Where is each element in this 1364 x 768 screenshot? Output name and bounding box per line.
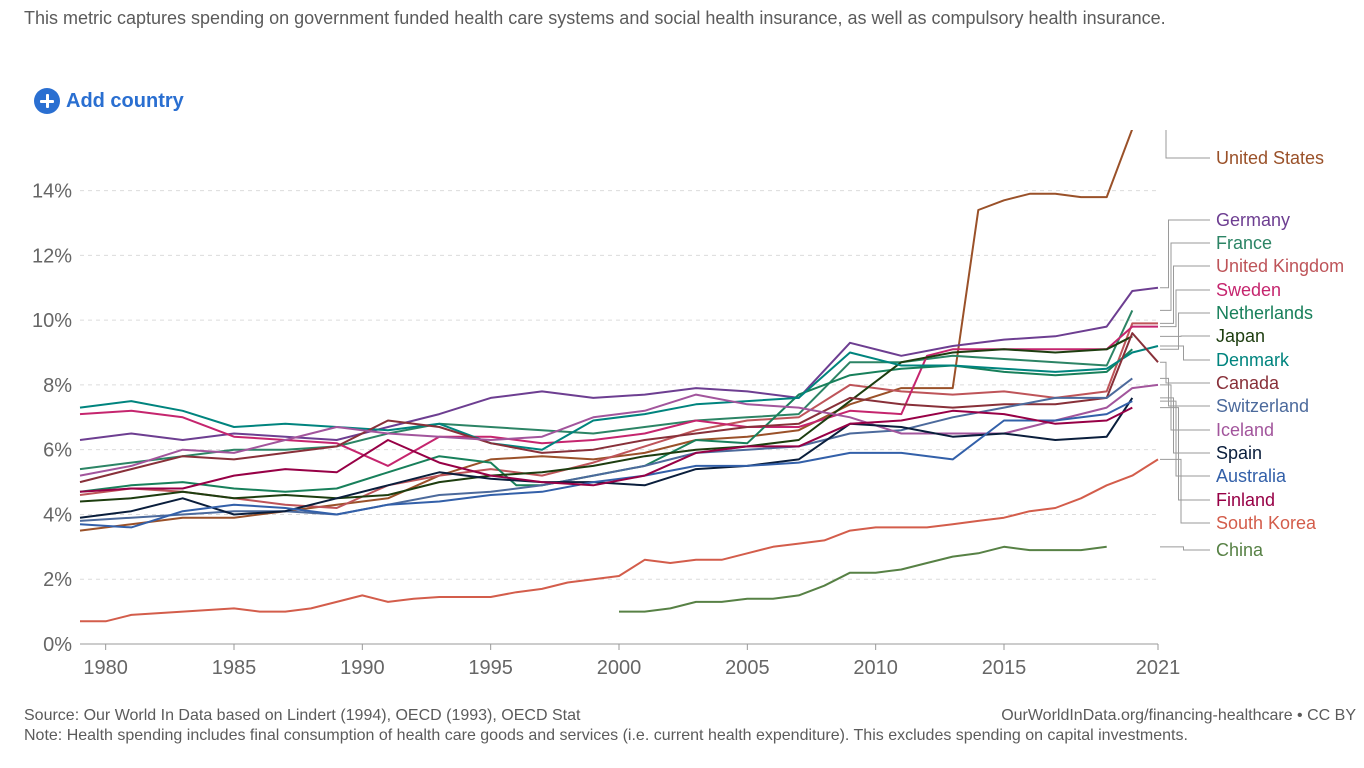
legend-label-switzerland: Switzerland (1216, 396, 1309, 416)
legend-leader-line (1160, 289, 1210, 328)
series-line-south-korea (80, 458, 1159, 623)
attribution-link[interactable]: OurWorldInData.org/financing-healthcare … (1001, 707, 1356, 724)
x-tick-label: 1980 (83, 657, 128, 679)
legend-label-france: France (1216, 233, 1272, 253)
legend-label-japan: Japan (1216, 326, 1265, 346)
legend-leader-line (1160, 400, 1210, 477)
y-tick-label: 6% (43, 440, 72, 462)
chart-subtitle: This metric captures spending on governm… (24, 8, 1166, 28)
y-tick-label: 0% (43, 634, 72, 656)
add-country-label: Add country (66, 89, 184, 112)
legend-label-iceland: Iceland (1216, 420, 1274, 440)
legend-leader-line (1160, 397, 1210, 454)
y-tick-label: 4% (43, 504, 72, 526)
source-text: Source: Our World In Data based on Linde… (24, 707, 581, 724)
footnote: Note: Health spending includes final con… (24, 727, 1188, 744)
legend-leader-line (1160, 377, 1210, 407)
legend-label-australia: Australia (1216, 466, 1287, 486)
series-line-japan (79, 335, 1133, 503)
legend-label-sweden: Sweden (1216, 280, 1281, 300)
series-line-canada (79, 332, 1159, 484)
legend: United States Germany France United Kingdom… (1160, 130, 1344, 560)
x-tick-label: 2015 (982, 657, 1027, 679)
legend-leader-line (1160, 312, 1210, 350)
series-line-china (619, 545, 1107, 613)
legend-leader-line (1160, 361, 1210, 384)
gridlines (80, 190, 1158, 580)
axes: 0% 2% 4% 6% 8% 10% 12% 14% 1980 1985 1990 1995 2000 2… (32, 181, 1180, 679)
series-line-denmark (79, 345, 1159, 451)
x-tick-label: 2021 (1136, 657, 1181, 679)
legend-leader-line (1160, 242, 1210, 311)
series-line-united-kingdom (79, 322, 1158, 509)
legend-label-united-states: United States (1216, 148, 1324, 168)
legend-leader-line (1160, 219, 1210, 289)
y-tick-label: 8% (43, 375, 72, 397)
series-line-spain (79, 397, 1134, 519)
legend-label-netherlands: Netherlands (1216, 303, 1313, 323)
series-line-australia (79, 400, 1133, 529)
legend-leader-line (1160, 345, 1210, 361)
legend-leader-line (1160, 407, 1210, 501)
x-tick-label: 2010 (853, 657, 898, 679)
y-tick-label: 14% (32, 181, 72, 203)
x-tick-label: 1985 (212, 657, 257, 679)
x-tick-label: 2005 (725, 657, 770, 679)
series-line-france (79, 309, 1134, 471)
series-line-united-states (79, 130, 1133, 532)
legend-leader-line (1165, 130, 1210, 159)
y-tick-label: 12% (32, 245, 72, 267)
legend-label-denmark: Denmark (1216, 350, 1290, 370)
legend-label-south-korea: South Korea (1216, 513, 1317, 533)
legend-leader-line (1160, 265, 1210, 324)
plus-circle-icon (34, 88, 60, 114)
series-line-iceland (79, 383, 1159, 477)
x-tick-label: 1990 (340, 657, 385, 679)
legend-label-finland: Finland (1216, 490, 1275, 510)
x-tick-label: 1995 (468, 657, 513, 679)
series-line-finland (79, 406, 1133, 493)
y-tick-label: 10% (32, 310, 72, 332)
series-line-netherlands (79, 348, 1133, 493)
series-line-germany (79, 286, 1159, 441)
series-lines (79, 130, 1159, 623)
legend-label-spain: Spain (1216, 443, 1262, 463)
y-tick-label: 2% (43, 569, 72, 591)
add-country-button[interactable]: Add country (34, 88, 184, 114)
legend-label-canada: Canada (1216, 373, 1280, 393)
x-tick-label: 2000 (597, 657, 642, 679)
legend-leader-line (1160, 458, 1210, 524)
legend-label-united-kingdom: United Kingdom (1216, 256, 1344, 276)
legend-label-germany: Germany (1216, 210, 1290, 230)
legend-leader-line (1160, 546, 1210, 551)
legend-label-china: China (1216, 540, 1264, 560)
line-chart: 0% 2% 4% 6% 8% 10% 12% 14% 1980 1985 1990 1995 2000 2… (32, 130, 1344, 679)
